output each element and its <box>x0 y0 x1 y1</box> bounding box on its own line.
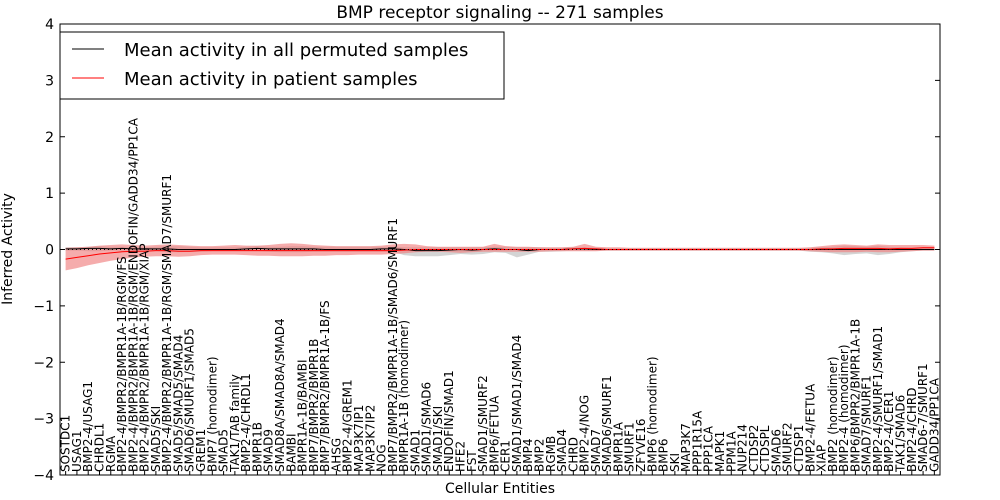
category-label: BMP2-4/USAG1 <box>81 381 95 472</box>
category-label: BMP4 <box>521 439 535 472</box>
category-label: BMP6 <box>657 439 671 472</box>
category-label: GADD34/PP1CA <box>927 377 941 472</box>
category-label: SMAD5/SMAD5/SMAD4 <box>172 335 186 472</box>
category-label: PPP1CA <box>702 425 716 472</box>
category-label: BMPR1A <box>612 421 626 472</box>
category-label: BMP2-4 (homodimer) <box>837 344 851 472</box>
category-label: SMAD5 <box>217 429 231 472</box>
category-label: SOSTDC1 <box>59 415 73 472</box>
patient-band <box>65 243 935 271</box>
y-tick-label: −1 <box>33 299 54 315</box>
category-label: ZFYVE16 <box>634 418 648 472</box>
category-label: SMAD5/SKI <box>149 406 163 472</box>
category-label: BMP2-4/CHRD <box>905 388 919 472</box>
y-tick-label: −3 <box>33 412 54 428</box>
y-tick-label: 4 <box>45 17 54 33</box>
category-label: BMP7/BMPR2/BMPR1A-1B/FS <box>318 300 332 472</box>
category-label: SMAD8A/SMAD8A/SMAD4 <box>273 318 287 472</box>
category-label: RGMB <box>544 436 558 472</box>
category-label: BMP7/BMPR2/BMPR1B <box>307 339 321 472</box>
category-label: BMP2-4/CHRDL1 <box>239 373 253 472</box>
category-label: BMP2-4/BMPR2/BMPR1A-1B/RGM/XIAP <box>138 243 152 472</box>
category-label: MAP3K7IP2 <box>363 405 377 472</box>
category-label: NUP214 <box>736 424 750 472</box>
category-label: BMP6 (homodimer) <box>645 356 659 472</box>
category-label: TAK1/TAB family <box>228 374 242 473</box>
category-label: BMP2-4/BMPR2/BMPR1A-1B/RGM/ENDOFIN/GADD3… <box>126 117 140 472</box>
category-label: SMAD6/SMURF1 <box>600 375 614 472</box>
category-label: CER1 <box>499 440 513 472</box>
category-label: MAP3K7 <box>679 423 693 472</box>
category-label: BMP2 <box>533 439 547 472</box>
category-label: SMAD6/SMURF1/SMAD5 <box>183 328 197 472</box>
category-label: NOG <box>375 444 389 472</box>
category-label: SMAD6-7/SMURF1 <box>916 363 930 472</box>
category-label: BMP2 (homodimer) <box>826 356 840 472</box>
category-label: SKI <box>668 453 682 472</box>
category-label: MAP3K7IP1 <box>352 405 366 472</box>
category-label: BMP2-4/CER1 <box>882 391 896 472</box>
y-tick-label: −2 <box>33 355 54 371</box>
y-tick-label: 0 <box>45 243 54 259</box>
category-label: CHRDL1 <box>93 423 107 472</box>
category-label: HFE2 <box>454 441 468 472</box>
category-label: BMP6/BMPR2/BMPR1A-1B <box>848 319 862 472</box>
x-axis-title: Cellular Entities <box>445 481 555 497</box>
plot-frame <box>59 23 941 476</box>
category-label: FST <box>465 450 479 472</box>
category-label: SMURF2 <box>781 422 795 472</box>
category-label: BMP2-4/BMPR2/BMPR1A-1B/RGM/FS <box>115 256 129 472</box>
category-label: XIAP <box>815 445 829 472</box>
y-tick-label: 1 <box>45 186 54 202</box>
category-label: SMAD7 <box>589 429 603 472</box>
legend-label-patient: Mean activity in patient samples <box>124 69 418 90</box>
category-label: BAMBI <box>284 433 298 472</box>
category-label: TAK1/SMAD6 <box>894 395 908 473</box>
y-tick-label: 3 <box>45 73 54 89</box>
legend: Mean activity in all permuted samples Me… <box>59 31 505 100</box>
legend-label-permuted: Mean activity in all permuted samples <box>124 40 468 61</box>
legend-box <box>59 31 505 100</box>
category-label: SMAD1/SMURF2 <box>476 375 490 472</box>
category-label: SMAD1 <box>408 429 422 472</box>
category-label: PPM1A <box>724 431 738 472</box>
category-label: GREM1 <box>194 429 208 472</box>
category-label: AHSG <box>329 438 343 472</box>
category-label: BMPR1A-1B/BAMBI <box>296 359 310 472</box>
category-label: BMPR1B <box>250 422 264 472</box>
category-label: BMP2-4/BMPR2/BMPR1A-1B/RGM/SMAD7/SMURF1 <box>160 174 174 472</box>
y-axis-ticks: −4 −3 −2 −1 0 1 2 3 4 <box>33 17 940 484</box>
category-label: SMAD4 <box>555 429 569 472</box>
category-label: SMAD7/SMURF1 <box>860 375 874 472</box>
category-label: SMAD9 <box>262 429 276 472</box>
category-label: USAG1 <box>70 430 84 472</box>
category-label: CTDSPL <box>758 425 772 472</box>
category-label: BMP2-4/GREM1 <box>341 379 355 472</box>
category-label: SMAD1/SMAD1/SMAD4 <box>510 335 524 472</box>
category-label: SMAD6 <box>769 429 783 472</box>
category-label: CHRD <box>566 437 580 472</box>
category-label: BMP7 (homodimer) <box>205 356 219 472</box>
y-axis-title: Inferred Activity <box>0 193 16 305</box>
y-tick-label: −4 <box>33 468 54 484</box>
category-label: ENDOFIN/SMAD1 <box>442 370 456 472</box>
category-label: CTDSP2 <box>747 425 761 472</box>
chart-title: BMP receptor signaling -- 271 samples <box>336 3 663 23</box>
y-tick-label: 2 <box>45 130 54 146</box>
category-label: BMP2-4/NOG <box>578 395 592 472</box>
category-label: BMPR1A-1B (homodimer) <box>397 320 411 472</box>
category-label: BMP6/FETUA <box>487 395 501 472</box>
category-label: SMURF1 <box>623 422 637 472</box>
category-label: BMP2-4/FETUA <box>803 383 817 472</box>
category-labels: SOSTDC1USAG1BMP2-4/USAG1CHRDL1RGMABMP2-4… <box>59 117 941 475</box>
category-label: CTDSP1 <box>792 425 806 472</box>
category-label: BMP2-4/SMURF1/SMAD1 <box>871 326 885 472</box>
category-label: MAPK1 <box>713 431 727 472</box>
category-label: SMAD1/SMAD6 <box>420 382 434 472</box>
category-label: SMAD1/SKI <box>431 406 445 472</box>
category-label: BMP7/BMPR2/BMPR1A-1B/SMAD6/SMURF1 <box>386 218 400 472</box>
category-label: PPP1R15A <box>690 410 704 472</box>
category-label: RGMA <box>104 435 118 472</box>
